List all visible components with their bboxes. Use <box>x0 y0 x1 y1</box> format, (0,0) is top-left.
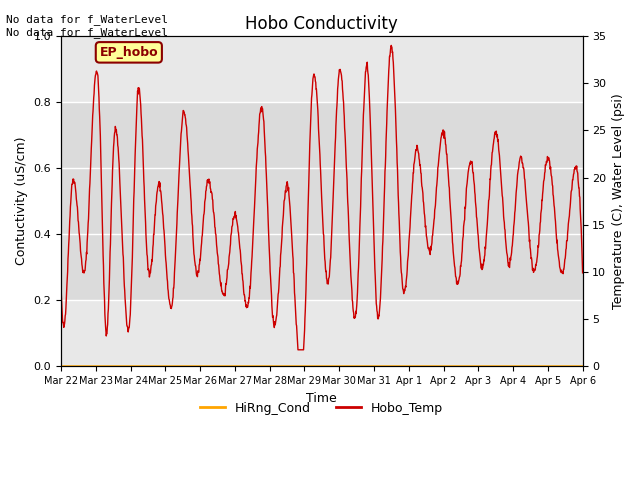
Title: Hobo Conductivity: Hobo Conductivity <box>245 15 398 33</box>
Y-axis label: Temperature (C), Water Level (psi): Temperature (C), Water Level (psi) <box>612 93 625 309</box>
Text: No data for f_WaterLevel
No data for f_WaterLevel: No data for f_WaterLevel No data for f_W… <box>6 14 168 38</box>
Y-axis label: Contuctivity (uS/cm): Contuctivity (uS/cm) <box>15 137 28 265</box>
Legend: HiRng_Cond, Hobo_Temp: HiRng_Cond, Hobo_Temp <box>195 396 449 420</box>
Bar <box>61 102 582 300</box>
Text: EP_hobo: EP_hobo <box>99 46 158 59</box>
X-axis label: Time: Time <box>307 392 337 405</box>
